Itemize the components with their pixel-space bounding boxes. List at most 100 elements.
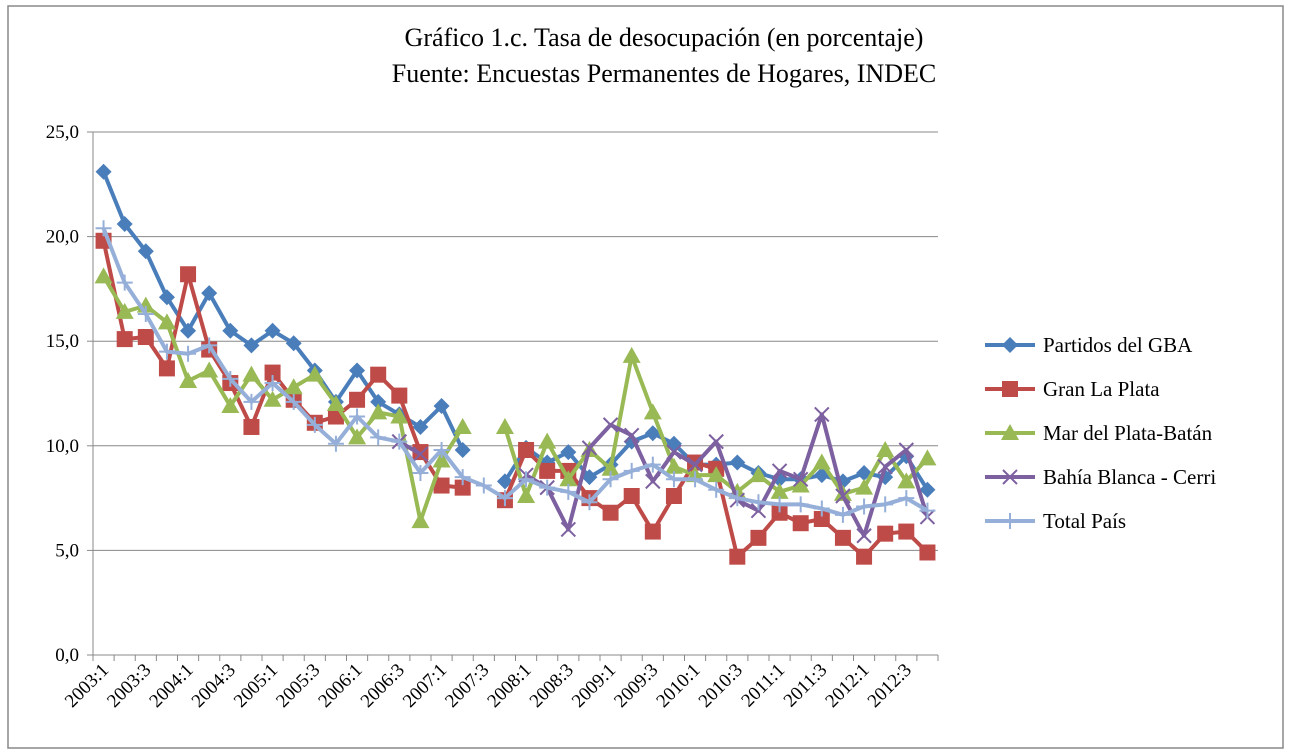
marker — [559, 470, 578, 487]
marker — [348, 428, 367, 445]
marker — [158, 289, 175, 306]
marker — [898, 523, 915, 540]
marker — [200, 361, 219, 378]
marker — [623, 427, 640, 444]
marker — [432, 451, 451, 468]
marker — [771, 496, 788, 513]
marker — [1002, 337, 1018, 353]
marker — [560, 521, 577, 538]
marker — [115, 302, 134, 319]
marker — [645, 473, 661, 490]
marker — [391, 433, 408, 450]
marker — [285, 335, 302, 352]
marker — [665, 488, 682, 505]
marker — [665, 471, 682, 488]
chart-subtitle: Fuente: Encuestas Permanentes de Hogares… — [392, 59, 936, 88]
marker — [919, 481, 936, 498]
marker — [581, 494, 598, 511]
y-tick-label: 0,0 — [55, 645, 79, 666]
marker — [349, 408, 366, 425]
marker — [433, 441, 450, 458]
marker — [791, 476, 810, 493]
legend-label: Total País — [1043, 509, 1126, 533]
marker — [518, 441, 535, 458]
marker — [222, 322, 239, 339]
marker — [750, 494, 767, 511]
marker — [137, 243, 154, 260]
marker — [180, 345, 197, 362]
marker — [116, 216, 133, 233]
marker — [306, 416, 323, 433]
marker — [539, 479, 556, 496]
marker — [326, 394, 345, 411]
y-tick-label: 5,0 — [55, 540, 79, 561]
marker — [876, 440, 895, 457]
marker — [95, 220, 112, 237]
marker — [180, 266, 197, 283]
marker — [243, 393, 260, 410]
marker — [412, 418, 429, 435]
marker — [1002, 469, 1018, 485]
marker — [137, 329, 154, 346]
marker — [179, 371, 198, 388]
legend-label: Bahía Blanca - Cerri — [1043, 465, 1216, 489]
marker — [560, 483, 577, 500]
marker — [729, 454, 746, 471]
marker — [856, 528, 872, 544]
marker — [622, 346, 641, 363]
marker — [412, 446, 429, 462]
legend-label: Partidos del GBA — [1043, 333, 1193, 357]
marker — [835, 488, 851, 504]
marker — [305, 365, 324, 382]
legend-label: Gran La Plata — [1043, 377, 1160, 401]
marker — [454, 479, 471, 496]
marker — [770, 482, 789, 499]
marker — [708, 481, 725, 498]
marker — [411, 512, 430, 529]
marker — [623, 488, 640, 505]
chart-frame — [7, 5, 1284, 749]
marker — [496, 473, 513, 490]
marker — [433, 398, 450, 415]
marker — [750, 529, 767, 546]
marker — [644, 523, 661, 540]
marker — [834, 506, 851, 523]
marker — [602, 504, 619, 521]
y-tick-label: 15,0 — [46, 331, 79, 352]
marker — [813, 500, 830, 517]
marker — [475, 477, 492, 494]
marker — [623, 462, 640, 479]
marker — [644, 456, 661, 473]
marker — [285, 393, 302, 410]
marker — [538, 432, 557, 449]
marker — [750, 502, 767, 519]
marker — [687, 456, 703, 473]
marker — [856, 548, 873, 565]
series-line — [101, 227, 929, 517]
marker — [243, 337, 260, 354]
marker — [201, 337, 218, 354]
marker — [370, 429, 387, 446]
marker — [243, 418, 260, 435]
marker — [877, 525, 894, 542]
marker — [495, 417, 514, 434]
marker — [749, 466, 768, 483]
marker — [898, 442, 915, 458]
marker — [581, 440, 598, 456]
marker — [919, 544, 936, 561]
marker — [221, 397, 240, 414]
marker — [897, 472, 916, 489]
marker — [242, 365, 261, 382]
marker — [729, 490, 746, 507]
chart-title: Gráfico 1.c. Tasa de desocupación (en po… — [405, 23, 924, 52]
marker — [453, 417, 472, 434]
marker — [327, 435, 344, 452]
marker — [370, 366, 387, 383]
marker — [412, 464, 429, 481]
marker — [116, 274, 133, 291]
marker — [771, 463, 788, 479]
marker — [180, 322, 197, 339]
marker — [222, 370, 239, 387]
marker — [496, 490, 513, 507]
marker — [708, 433, 724, 450]
